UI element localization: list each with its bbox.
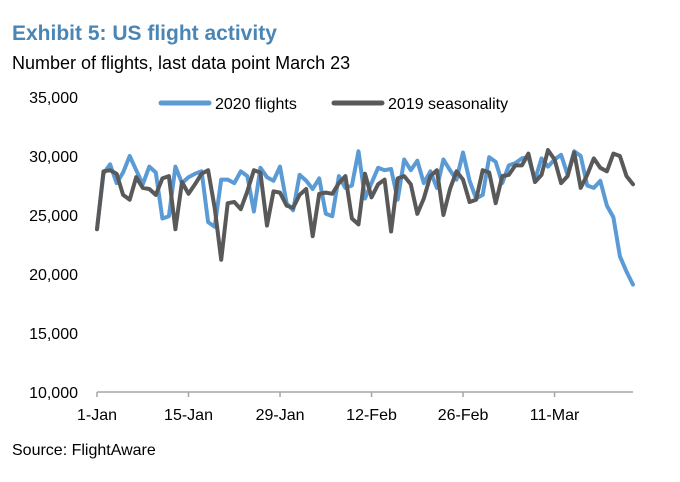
x-tick-label: 12-Feb xyxy=(346,407,397,424)
y-tick-label: 30,000 xyxy=(29,149,78,166)
y-tick-label: 15,000 xyxy=(29,326,78,343)
y-tick-label: 35,000 xyxy=(29,90,78,107)
x-tick-label: 15-Jan xyxy=(164,407,213,424)
y-tick-label: 10,000 xyxy=(29,385,78,402)
exhibit-subtitle: Number of flights, last data point March… xyxy=(12,53,351,73)
x-axis xyxy=(96,391,633,397)
x-tick-label: 11-Mar xyxy=(530,407,580,424)
x-tick-label: 26-Feb xyxy=(438,407,489,424)
x-axis-tick-labels: 1-Jan 15-Jan 29-Jan 12-Feb 26-Feb 11-Mar xyxy=(77,407,580,424)
x-tick-label: 1-Jan xyxy=(77,407,117,424)
series-line-2019-seasonality xyxy=(95,148,635,262)
legend-label: 2019 seasonality xyxy=(388,96,508,113)
y-axis-tick-labels: 10,000 15,000 20,000 25,000 30,000 35,000 xyxy=(29,90,78,402)
series-lines xyxy=(95,148,635,287)
exhibit-title: Exhibit 5: US flight activity xyxy=(12,22,277,45)
legend: 2020 flights 2019 seasonality xyxy=(158,96,508,113)
x-tick-label: 29-Jan xyxy=(256,407,305,424)
legend-label: 2020 flights xyxy=(215,96,297,113)
source-note: Source: FlightAware xyxy=(12,442,156,459)
y-tick-label: 25,000 xyxy=(29,208,78,225)
y-tick-label: 20,000 xyxy=(29,267,78,284)
